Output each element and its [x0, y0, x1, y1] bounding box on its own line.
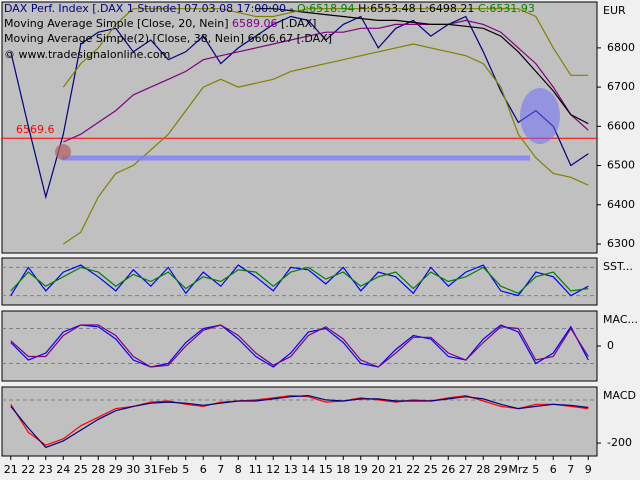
x-tick-label: 7 — [217, 463, 224, 476]
y-tick-label: -200 — [607, 436, 632, 449]
x-tick-label: 22 — [406, 463, 420, 476]
axis-label: MACD — [603, 389, 636, 402]
x-tick-label: 9 — [585, 463, 592, 476]
x-tick-label: 28 — [476, 463, 490, 476]
x-tick-label: 30 — [126, 463, 140, 476]
x-tick-label: 21 — [389, 463, 403, 476]
x-tick-label: 21 — [4, 463, 18, 476]
header-title: DAX Perf. Index [.DAX 1 Stunde] 07.03.08… — [4, 2, 535, 15]
title: DAX Perf. Index [.DAX 1 Stunde] 07.03.08… — [4, 2, 293, 15]
ma2-legend: Moving Average Simple(2) [Close, 38, Nei… — [4, 32, 332, 45]
series-line — [62, 43, 589, 245]
series-line — [255, 8, 589, 125]
series-line — [63, 19, 589, 143]
x-tick-label: 6 — [550, 463, 557, 476]
x-tick-label: 27 — [459, 463, 473, 476]
x-tick-label: 29 — [494, 463, 508, 476]
series-line — [10, 15, 589, 200]
axis-label: MAC... — [603, 313, 638, 326]
series-line — [10, 266, 589, 295]
axis-label: EUR — [603, 4, 626, 17]
ma1-suffix: [.DAX] — [281, 17, 316, 30]
series-line — [10, 324, 589, 368]
x-tick-label: Mrz — [508, 463, 528, 476]
x-tick-label: 15 — [319, 463, 333, 476]
series-line — [62, 8, 589, 88]
x-tick-label: 5 — [182, 463, 189, 476]
x-tick-label: 31 — [144, 463, 158, 476]
y-tick-label: 6400 — [607, 198, 635, 211]
x-tick-label: 5 — [532, 463, 539, 476]
x-tick-label: 11 — [249, 463, 263, 476]
y-tick-label: 6700 — [607, 80, 635, 93]
high-low: H:6553.48 L:6498.21 — [358, 2, 474, 15]
x-tick-label: 12 — [266, 463, 280, 476]
x-tick-label: 23 — [39, 463, 53, 476]
plot-area — [1, 257, 598, 306]
axis-label: SST... — [603, 260, 633, 273]
x-tick-label: 22 — [21, 463, 35, 476]
ma1-text: Moving Average Simple [Close, 20, Nein] — [4, 17, 229, 30]
x-tick-label: 25 — [424, 463, 438, 476]
x-tick-label: 8 — [235, 463, 242, 476]
reference-label: 6569.6 — [16, 123, 55, 136]
x-tick-label: 7 — [567, 463, 574, 476]
x-tick-label: 29 — [109, 463, 123, 476]
y-tick-label: 6600 — [607, 119, 635, 132]
series-line — [10, 394, 589, 449]
x-tick-label: 25 — [74, 463, 88, 476]
drawn-marker — [55, 144, 71, 160]
series-line — [10, 324, 589, 368]
x-tick-label: 19 — [354, 463, 368, 476]
ma1-legend: Moving Average Simple [Close, 20, Nein] … — [4, 17, 316, 30]
ma1-value: 6589.06 — [232, 17, 278, 30]
x-tick-label: 13 — [284, 463, 298, 476]
x-tick-label: 24 — [56, 463, 70, 476]
open: O:6518.94 — [297, 2, 355, 15]
x-tick-label: Feb — [159, 463, 178, 476]
highlight-ellipse — [520, 88, 560, 144]
y-tick-label: 6800 — [607, 41, 635, 54]
y-tick-label: 0 — [607, 339, 614, 352]
x-tick-label: 18 — [336, 463, 350, 476]
y-tick-label: 6300 — [607, 237, 635, 250]
plot-area — [1, 386, 598, 457]
x-tick-label: 6 — [200, 463, 207, 476]
x-tick-label: 20 — [371, 463, 385, 476]
copyright: © www.tradesignalonline.com — [4, 48, 170, 61]
x-tick-label: 26 — [441, 463, 455, 476]
y-tick-label: 6500 — [607, 159, 635, 172]
series-line — [10, 264, 589, 297]
x-tick-label: 14 — [301, 463, 315, 476]
close: C:6531.93 — [478, 2, 535, 15]
x-tick-label: 28 — [91, 463, 105, 476]
